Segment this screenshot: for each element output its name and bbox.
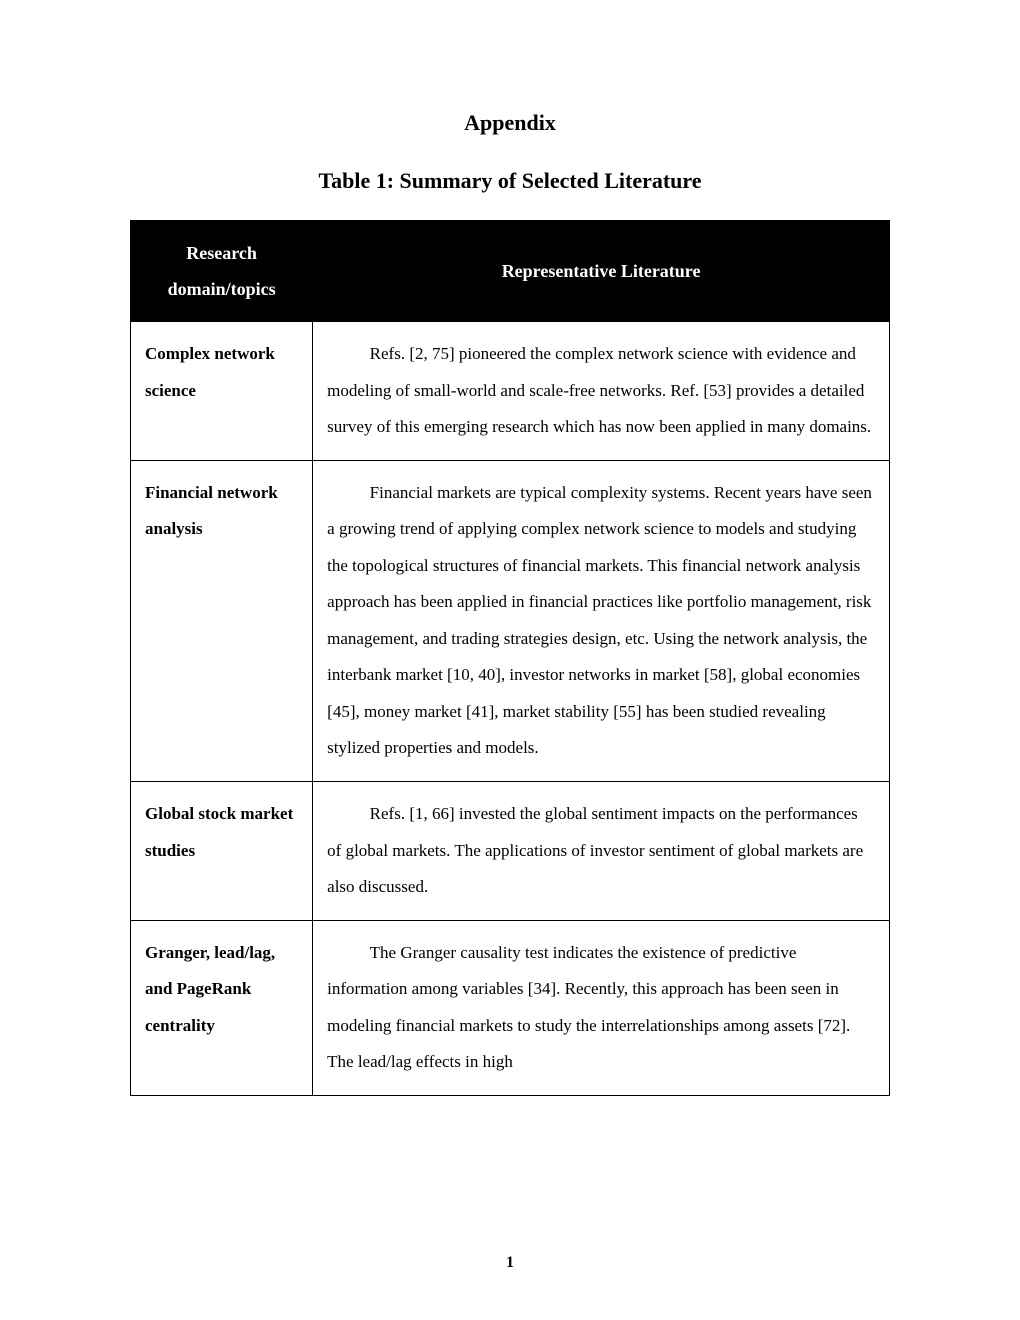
cell-literature: The Granger causality test indicates the… xyxy=(313,920,890,1095)
cell-literature: Refs. [2, 75] pioneered the complex netw… xyxy=(313,322,890,461)
table-row: Global stock market studies Refs. [1, 66… xyxy=(131,782,890,921)
cell-topic: Granger, lead/lag, and PageRank centrali… xyxy=(131,920,313,1095)
table-title: Table 1: Summary of Selected Literature xyxy=(130,168,890,194)
page-number: 1 xyxy=(0,1254,1020,1272)
cell-literature: Financial markets are typical complexity… xyxy=(313,460,890,781)
appendix-title: Appendix xyxy=(130,110,890,136)
table-row: Granger, lead/lag, and PageRank centrali… xyxy=(131,920,890,1095)
cell-literature: Refs. [1, 66] invested the global sentim… xyxy=(313,782,890,921)
literature-table: Research domain/topics Representative Li… xyxy=(130,220,890,1096)
header-col-literature: Representative Literature xyxy=(313,221,890,322)
cell-topic: Financial network analysis xyxy=(131,460,313,781)
table-row: Financial network analysis Financial mar… xyxy=(131,460,890,781)
cell-topic: Complex network science xyxy=(131,322,313,461)
table-header-row: Research domain/topics Representative Li… xyxy=(131,221,890,322)
cell-topic: Global stock market studies xyxy=(131,782,313,921)
table-row: Complex network science Refs. [2, 75] pi… xyxy=(131,322,890,461)
header-col-topics: Research domain/topics xyxy=(131,221,313,322)
